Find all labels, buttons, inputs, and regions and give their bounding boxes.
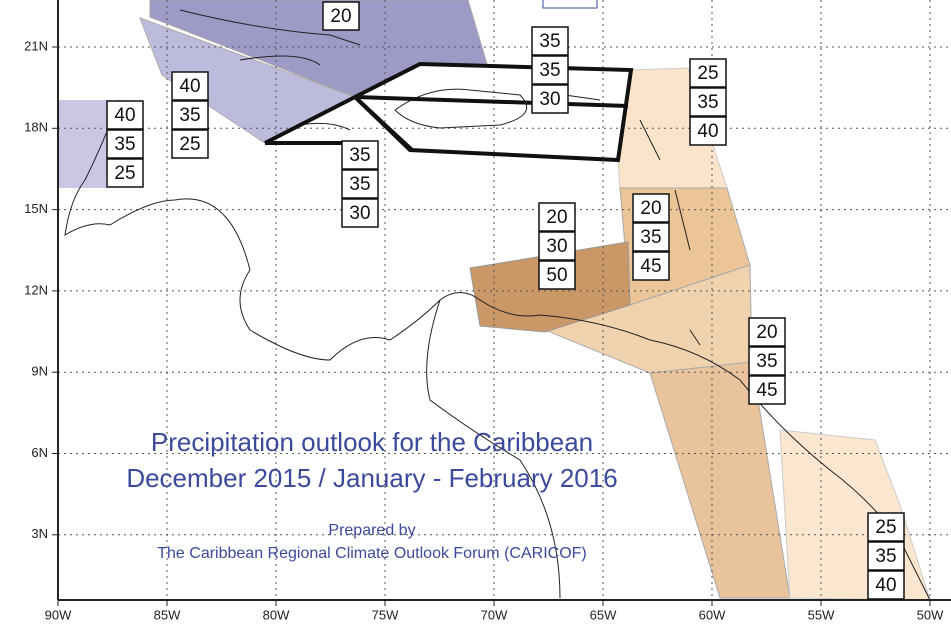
probability-box (106, 158, 144, 188)
credit: The Caribbean Regional Climate Outlook F… (157, 545, 586, 562)
probability-box (322, 1, 360, 31)
zone-outline (354, 95, 629, 108)
lat-label: 9N (31, 364, 48, 379)
probability-box (171, 129, 209, 159)
lat-label: 18N (24, 120, 48, 135)
probability-box (531, 55, 569, 85)
probability-value: 35 (697, 92, 718, 113)
probability-box (867, 541, 905, 571)
probability-box (341, 169, 379, 199)
probability-box (531, 26, 569, 56)
lat-label: 21N (24, 38, 48, 53)
probability-box (867, 512, 905, 542)
lon-label: 90W (45, 607, 72, 622)
probability-value: 30 (349, 203, 370, 224)
probability-value: 20 (546, 207, 567, 228)
probability-value: 30 (539, 89, 560, 110)
partial-box (542, 0, 598, 9)
probability-value: 40 (697, 121, 718, 142)
probability-value: 40 (114, 105, 135, 126)
axis-labels: 21N 18N 15N 12N 9N 6N 3N 90W 85W 80W 75W 70W 65W 60W 5… (24, 38, 944, 622)
probability-value: 50 (546, 265, 567, 286)
probability-value: 35 (875, 546, 896, 567)
probability-box (748, 346, 786, 376)
lon-label: 55W (808, 607, 835, 622)
probability-value: 40 (875, 575, 896, 596)
probability-value: 45 (640, 256, 661, 277)
lon-label: 60W (699, 607, 726, 622)
probability-value: 40 (179, 76, 200, 97)
probability-value: 35 (349, 145, 370, 166)
probability-value: 35 (539, 60, 560, 81)
probability-box (171, 100, 209, 130)
lat-label: 6N (31, 445, 48, 460)
probability-box (538, 231, 576, 261)
probability-box (632, 193, 670, 223)
probability-box (689, 116, 727, 146)
probability-value: 35 (640, 227, 661, 248)
lon-label: 75W (372, 607, 399, 622)
lat-label: 3N (31, 526, 48, 541)
probability-value: 35 (349, 174, 370, 195)
probability-box (341, 198, 379, 228)
probability-box (867, 570, 905, 600)
probability-box (171, 71, 209, 101)
lon-label: 70W (481, 607, 508, 622)
probability-box (538, 260, 576, 290)
regions (58, 0, 931, 601)
lon-label: 85W (154, 607, 181, 622)
probability-box (632, 251, 670, 281)
probability-box (531, 84, 569, 114)
probability-box (689, 87, 727, 117)
lon-label: 80W (263, 607, 290, 622)
lon-label: 50W (917, 607, 944, 622)
probability-value: 25 (114, 163, 135, 184)
outlined-zones (264, 61, 634, 163)
probability-value: 35 (114, 134, 135, 155)
probability-box (538, 202, 576, 232)
zone-outline (264, 61, 634, 163)
probability-value: 20 (640, 198, 661, 219)
title: December 2015 / January - February 2016 (126, 463, 617, 493)
probability-boxes: 20 35 35 30 25 35 40 40 35 25 40 35 25 35 35 30 20 30 50 20… (106, 1, 905, 600)
probability-box (748, 317, 786, 347)
lat-label: 12N (24, 282, 48, 297)
probability-value: 25 (697, 63, 718, 84)
probability-value: 45 (756, 380, 777, 401)
probability-value: 35 (539, 31, 560, 52)
probability-box (106, 100, 144, 130)
coastlines (64, 9, 931, 601)
probability-value: 20 (330, 6, 351, 27)
probability-box (341, 140, 379, 170)
region-shade (58, 100, 110, 188)
probability-box (106, 129, 144, 159)
title: Precipitation outlook for the Caribbean (151, 427, 593, 457)
probability-box (689, 58, 727, 88)
probability-value: 25 (875, 517, 896, 538)
lat-label: 15N (24, 201, 48, 216)
probability-value: 35 (179, 105, 200, 126)
probability-value: 25 (179, 134, 200, 155)
lon-label: 65W (590, 607, 617, 622)
probability-box (748, 375, 786, 405)
probability-value: 35 (756, 351, 777, 372)
credit: Prepared by (328, 522, 415, 539)
probability-box (632, 222, 670, 252)
probability-value: 30 (546, 236, 567, 257)
probability-value: 20 (756, 322, 777, 343)
